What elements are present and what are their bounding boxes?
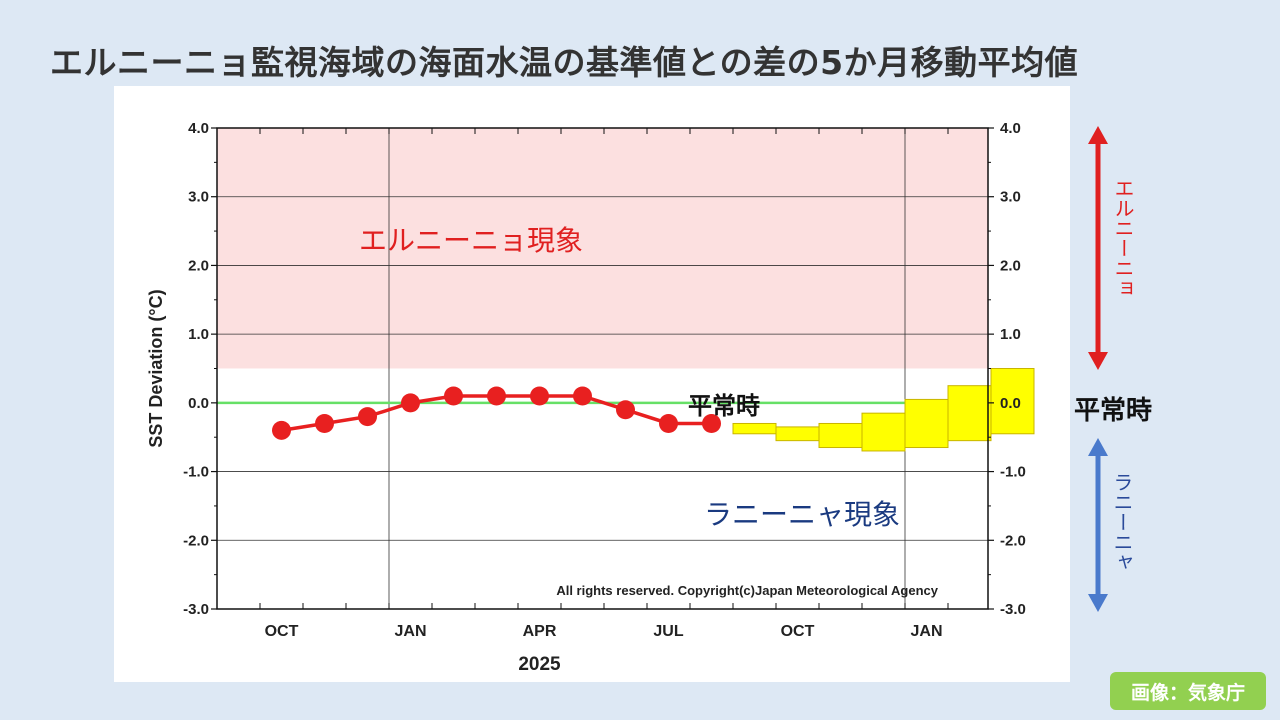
y-tick-label-left: -2.0: [183, 532, 209, 549]
forecast-boxes: [732, 368, 1035, 452]
forecast-box: [861, 412, 906, 452]
chart-panel: 4.0 4.0 3.0 3.0 2.0 2.0 1.0 1.0 0.0 0.0 -1.0 -1.0 -2…: [114, 86, 1070, 682]
y-tick-label-right: 3.0: [1000, 189, 1021, 206]
observed-point: [315, 413, 334, 433]
observed-point: [573, 386, 592, 406]
y-tick-label-right: 2.0: [1000, 257, 1021, 274]
observed-points: [272, 386, 721, 440]
y-tick-label-right: 1.0: [1000, 326, 1021, 343]
lanina-range-arrow-icon: [1088, 438, 1108, 612]
observed-point: [444, 386, 463, 406]
elnino-zone-label: エルニーニョ現象: [359, 224, 583, 257]
lanina-side-label: ラニーニャ: [1110, 472, 1134, 572]
forecast-box: [732, 422, 777, 435]
y-tick-label-right: -1.0: [1000, 464, 1026, 481]
y-tick-label-right: 0.0: [1000, 395, 1021, 412]
normal-side-label: 平常時: [1074, 396, 1153, 426]
observed-point: [358, 407, 377, 427]
observed-point: [530, 386, 549, 406]
observed-point: [272, 420, 291, 440]
page-title: エルニーニョ監視海域の海面水温の基準値との差の5か月移動平均値: [50, 43, 1079, 82]
x-tick-label: OCT: [781, 623, 815, 640]
x-tick-label: OCT: [265, 623, 299, 640]
normal-zone-label: 平常時: [688, 392, 760, 420]
lanina-zone-label: ラニーニャ現象: [704, 498, 900, 531]
forecast-box: [818, 422, 863, 449]
y-tick-label-left: 1.0: [188, 326, 209, 343]
forecast-box: [990, 368, 1035, 435]
image-credit-badge: 画像：気象庁: [1110, 672, 1266, 710]
observed-point: [401, 393, 420, 413]
elnino-side-label: エルニーニョ: [1111, 178, 1135, 298]
x-tick-label: JAN: [394, 623, 426, 640]
observed-point: [659, 413, 678, 433]
y-axis-label: SST Deviation (°C): [146, 289, 166, 447]
axis-ticks: 4.0 4.0 3.0 3.0 2.0 2.0 1.0 1.0 0.0 0.0 -1.0 -1.0 -2…: [183, 120, 1026, 640]
y-tick-label-left: 3.0: [188, 189, 209, 206]
x-tick-label: JUL: [653, 623, 683, 640]
sst-deviation-chart: 4.0 4.0 3.0 3.0 2.0 2.0 1.0 1.0 0.0 0.0 -1.0 -1.0 -2…: [146, 120, 1035, 675]
forecast-box: [904, 398, 949, 449]
y-tick-label-left: -1.0: [183, 464, 209, 481]
forecast-box: [947, 385, 992, 442]
x-tick-label: JAN: [910, 623, 942, 640]
observed-point: [702, 413, 721, 433]
observed-point: [487, 386, 506, 406]
copyright-notice: All rights reserved. Copyright(c)Japan M…: [556, 583, 938, 598]
observed-point: [616, 400, 635, 420]
y-tick-label-left: 2.0: [188, 257, 209, 274]
y-tick-label-right: -2.0: [1000, 532, 1026, 549]
year-label: 2025: [518, 654, 561, 675]
forecast-box: [775, 426, 820, 442]
y-tick-label-left: 4.0: [188, 120, 209, 137]
elnino-zone: [217, 128, 988, 369]
y-tick-label-right: -3.0: [1000, 601, 1026, 618]
y-tick-label-left: -3.0: [183, 601, 209, 618]
x-tick-label: APR: [523, 623, 557, 640]
elnino-range-arrow-icon: [1088, 126, 1108, 370]
y-tick-label-right: 4.0: [1000, 120, 1021, 137]
y-tick-label-left: 0.0: [188, 395, 209, 412]
